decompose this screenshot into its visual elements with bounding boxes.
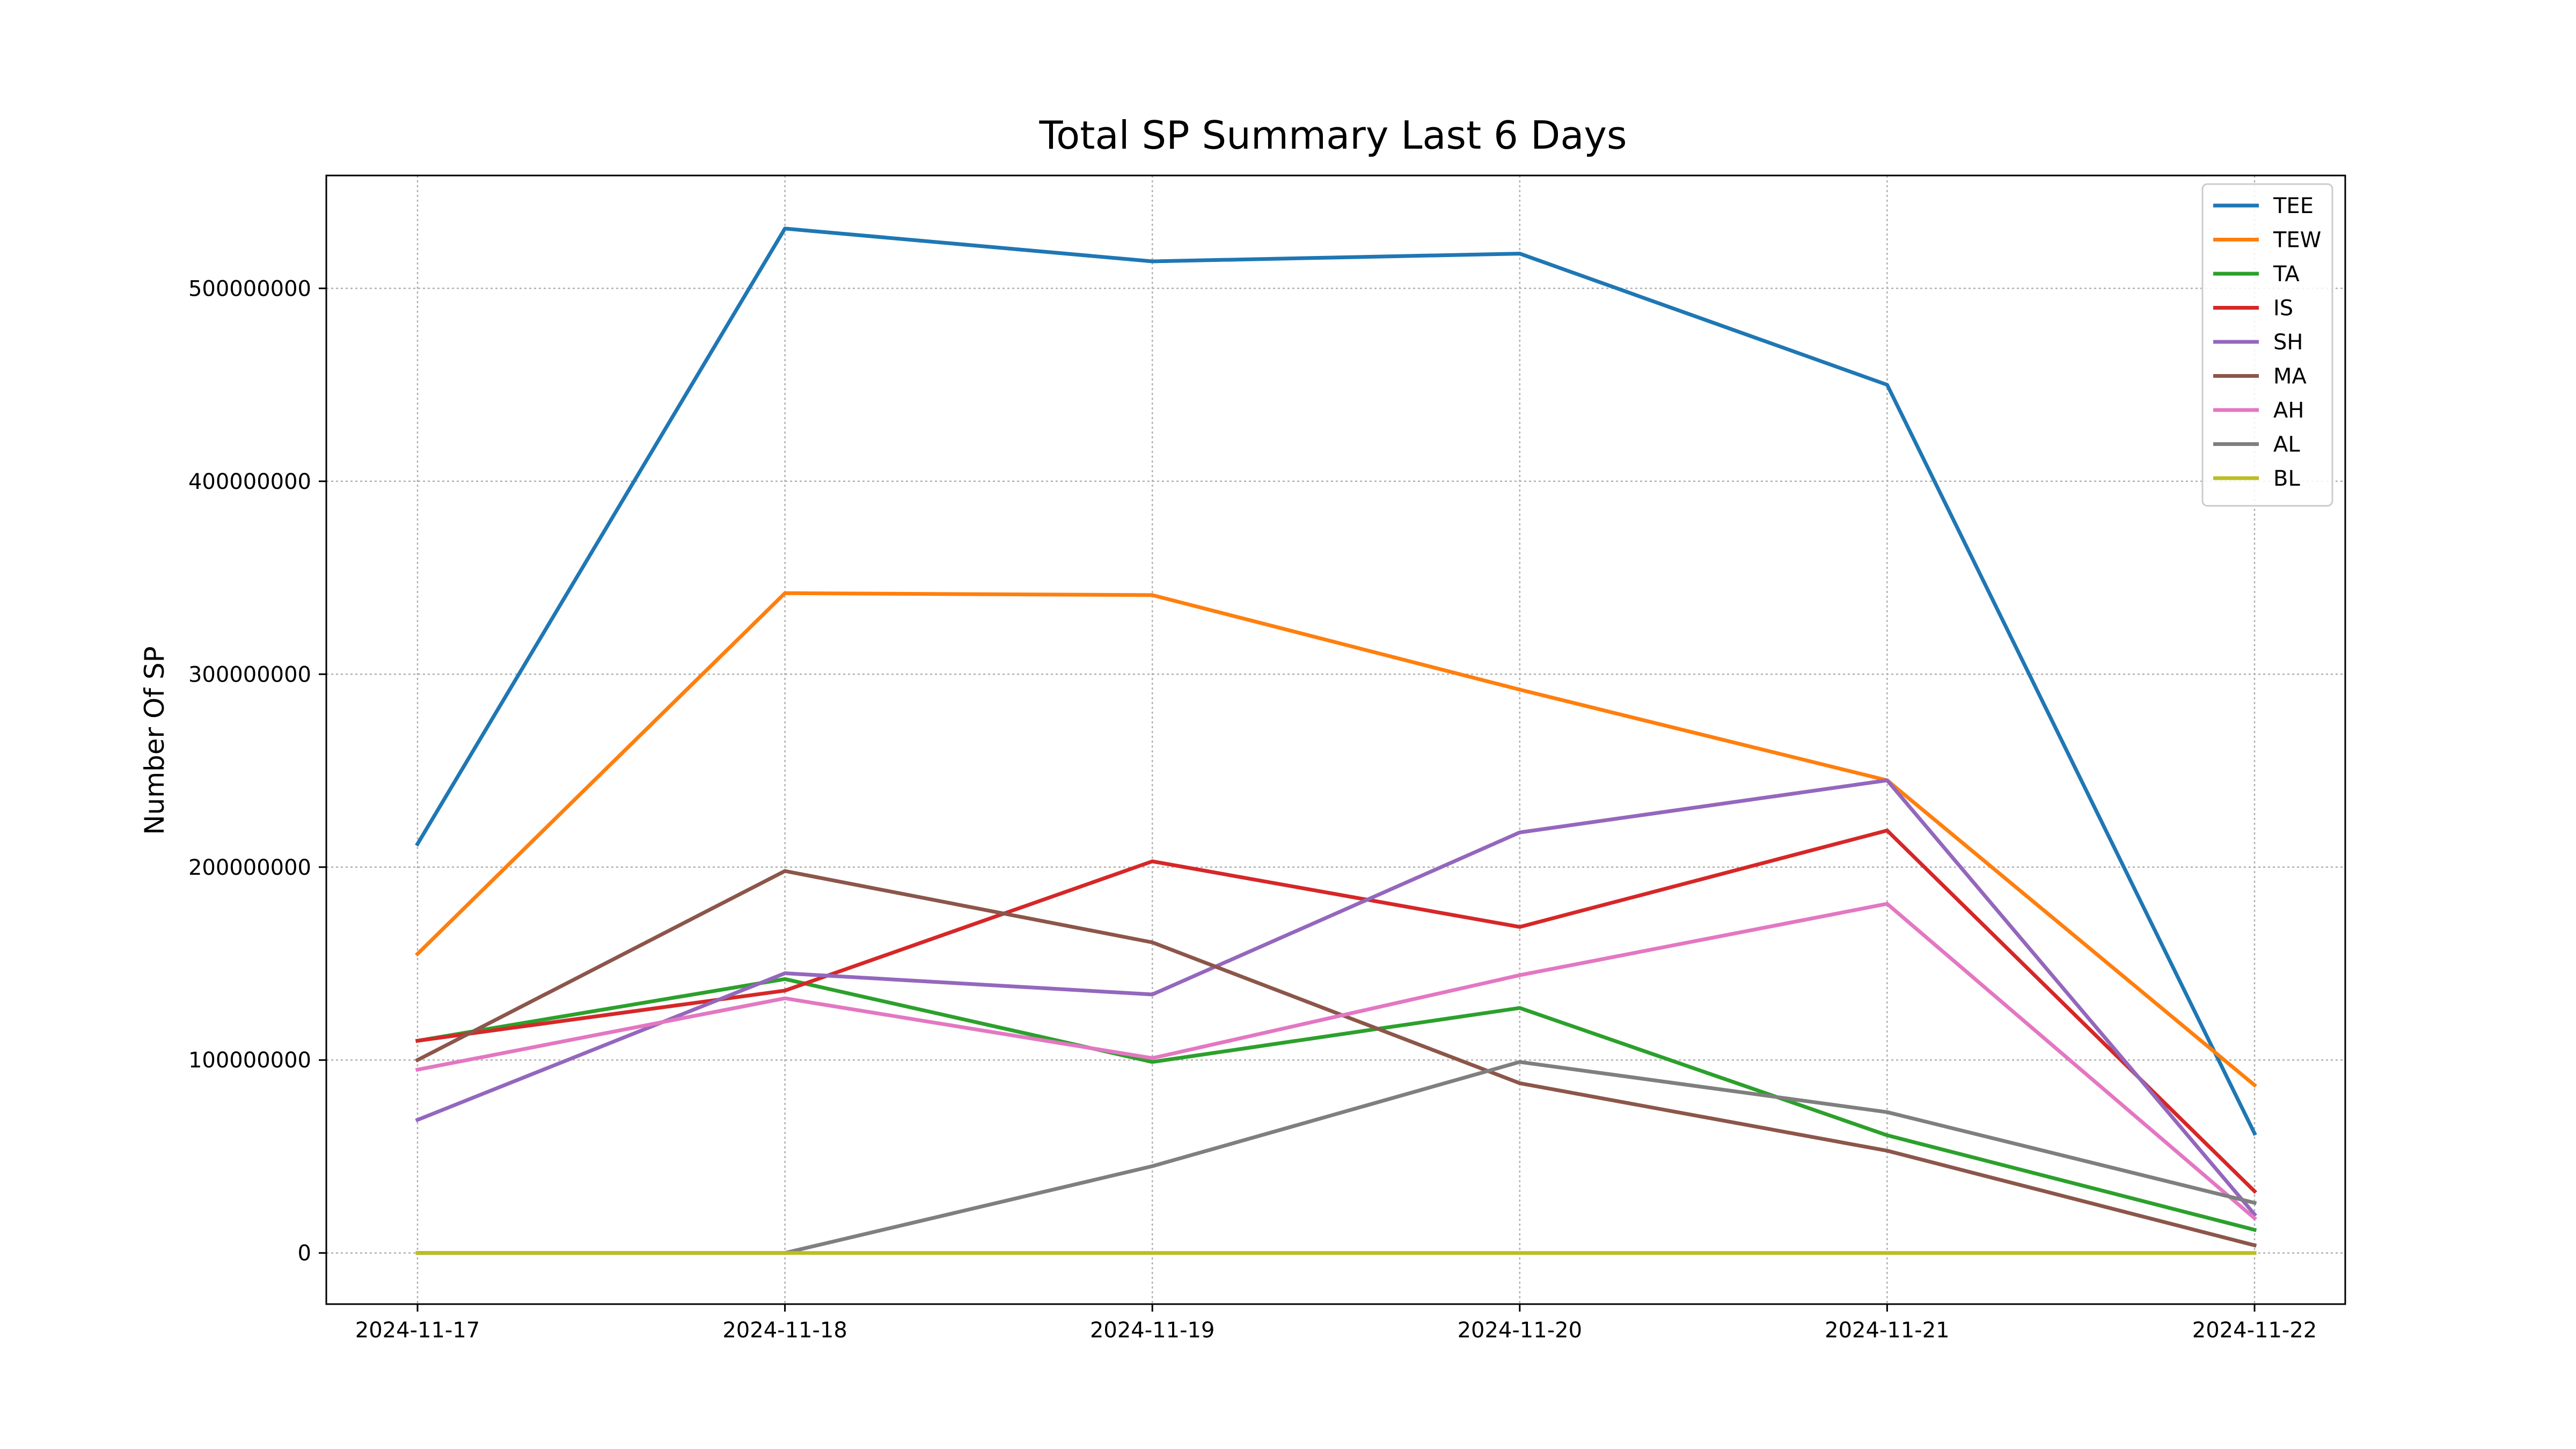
y-tick-label: 0 bbox=[298, 1241, 311, 1266]
x-tick-label: 2024-11-21 bbox=[1825, 1318, 1949, 1343]
legend-entry: AH bbox=[2273, 398, 2304, 423]
y-tick-label: 100000000 bbox=[188, 1048, 311, 1073]
legend-entry: MA bbox=[2273, 364, 2307, 389]
series-line-ah bbox=[415, 902, 2257, 1221]
series-line-tew bbox=[415, 591, 2257, 1088]
series-line-tee bbox=[415, 226, 2257, 1136]
y-tick-label: 300000000 bbox=[188, 662, 311, 687]
legend: TEE TEW TA IS SH MA AH AL BL bbox=[2201, 183, 2333, 507]
y-tick-label: 200000000 bbox=[188, 855, 311, 880]
series-line-ta bbox=[415, 977, 2257, 1232]
legend-entry: TA bbox=[2273, 262, 2300, 287]
legend-entry: AL bbox=[2273, 433, 2300, 457]
x-tick-label: 2024-11-18 bbox=[722, 1318, 847, 1343]
series-lines bbox=[415, 226, 2257, 1255]
axis-ticks: 2024-11-17 2024-11-18 2024-11-19 2024-11-20… bbox=[188, 276, 2317, 1343]
chart-title: Total SP Summary Last 6 Days bbox=[1038, 113, 1627, 158]
legend-box bbox=[2201, 183, 2333, 507]
legend-entry: SH bbox=[2273, 330, 2303, 355]
x-tick-label: 2024-11-20 bbox=[1458, 1318, 1582, 1343]
x-tick-label: 2024-11-17 bbox=[355, 1318, 480, 1343]
series-line-ma bbox=[415, 869, 2257, 1248]
series-line-sh bbox=[415, 778, 2257, 1217]
plot-frame bbox=[325, 174, 2346, 1305]
legend-entry: TEW bbox=[2273, 228, 2321, 253]
y-axis-label: Number Of SP bbox=[139, 646, 170, 835]
y-tick-label: 500000000 bbox=[188, 276, 311, 301]
x-tick-label: 2024-11-19 bbox=[1090, 1318, 1214, 1343]
legend-entry: BL bbox=[2273, 466, 2300, 491]
legend-entry: IS bbox=[2273, 296, 2293, 321]
legend-entry: TEE bbox=[2273, 194, 2314, 218]
x-tick-label: 2024-11-22 bbox=[2192, 1318, 2317, 1343]
y-tick-label: 400000000 bbox=[188, 470, 311, 494]
